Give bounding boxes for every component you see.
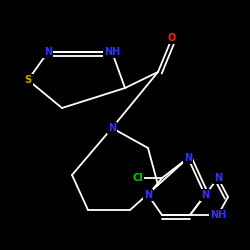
- Text: N: N: [214, 173, 222, 183]
- Text: N: N: [44, 47, 52, 57]
- Text: NH: NH: [104, 47, 120, 57]
- Text: N: N: [144, 190, 152, 200]
- Text: N: N: [201, 190, 209, 200]
- Text: S: S: [24, 75, 32, 85]
- Text: NH: NH: [210, 210, 226, 220]
- Text: O: O: [168, 33, 176, 43]
- Text: N: N: [184, 153, 192, 163]
- Text: N: N: [108, 123, 116, 133]
- Text: Cl: Cl: [132, 173, 143, 183]
